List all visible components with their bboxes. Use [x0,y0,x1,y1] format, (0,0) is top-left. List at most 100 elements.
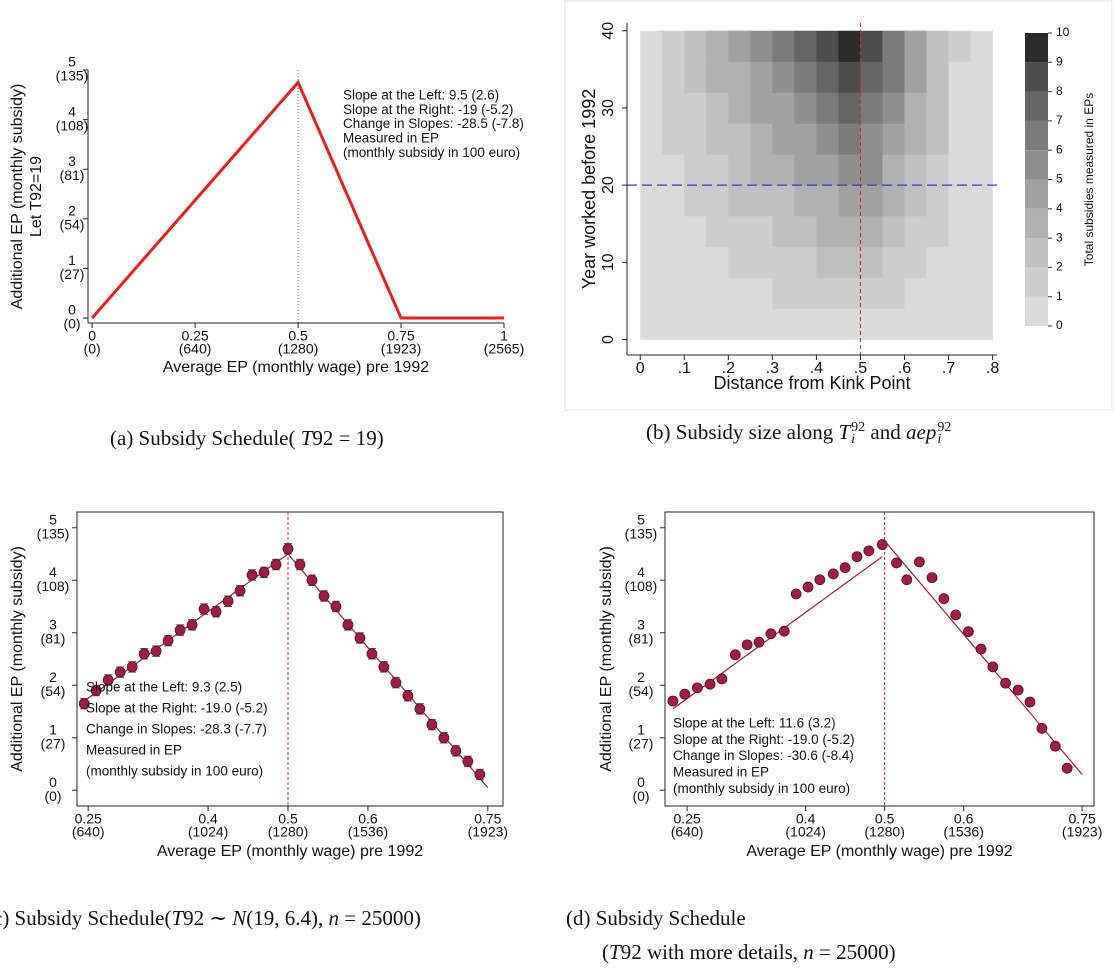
y-axis-title: Additional EP (monthly subsidy) [9,546,26,772]
contour-cell [970,154,993,186]
contour-cell [728,154,751,186]
contour-cell [882,154,905,186]
y-tick-label: 30 [600,99,617,117]
y-tick-label: 20 [600,176,617,194]
colorbar-band [1025,179,1048,209]
contour-cell [970,61,993,93]
contour-cell [640,154,663,186]
y-tick-label: 3 [49,616,57,632]
contour-cell [794,277,817,309]
contour-cell [640,123,663,155]
data-point [162,635,174,647]
y-tick-label: 0 [637,774,645,790]
contour-cell [772,216,795,248]
contour-cell [640,308,663,340]
contour-cell [816,277,839,309]
contour-cell [662,277,685,309]
contour-cell [684,246,707,279]
y-tick-label: 10 [600,253,617,271]
caption-text: 92 with more details, [620,940,798,964]
fit-line [672,556,883,710]
y-tick-note: (135) [37,525,70,541]
colorbar-label: 5 [1056,172,1063,186]
contour-cell [662,92,685,124]
contour-cell [860,216,883,248]
contour-cell [838,216,861,248]
contour-cell [904,92,927,124]
y-tick-note: (0) [63,316,80,332]
data-point [851,551,863,563]
x-tick-note: (640) [179,341,212,357]
y-tick-label: 5 [49,511,57,527]
data-point [926,572,938,584]
colorbar-label: 7 [1056,113,1063,127]
annotation: Change in Slopes: -28.5 (-7.8) [343,116,524,131]
contour-cell [904,185,927,217]
caption-text: T [300,426,313,450]
data-point [318,590,330,602]
contour-cell [772,246,795,279]
contour-cell [948,216,971,248]
y-tick-note: (81) [60,167,85,183]
y-tick-label: 4 [637,564,645,580]
contour-cell [750,185,773,217]
contour-cell [794,216,817,248]
y-axis-title: Year worked before 1992 [579,89,599,289]
contour-cell [750,61,773,93]
colorbar-label: 2 [1056,260,1063,274]
caption-text: = 25000) [819,940,896,964]
data-point [402,690,414,702]
contour-cell [926,123,949,155]
data-point [258,566,270,578]
data-point [827,568,839,580]
contour-cell [750,246,773,279]
data-point [330,601,342,612]
x-tick-label: .4 [810,360,823,377]
x-axis-title: Average EP (monthly wage) pre 1992 [157,843,423,860]
x-tick-label: 0.5 [278,811,298,827]
data-point [802,581,814,593]
data-point [150,645,162,657]
contour-cell [970,246,993,279]
x-tick-label: 0 [636,360,645,377]
x-tick-label: 0.6 [358,811,378,827]
x-tick-label: .5 [854,360,867,377]
data-point [114,666,126,678]
contour-cell [838,30,861,62]
data-point [839,562,851,574]
contour-cell [970,30,993,62]
y-tick-note: (27) [629,735,654,751]
caption-text: 92 [937,420,952,436]
caption-text: (19, 6.4), [246,906,324,930]
caption: (b) Subsidy size along T 92 i and aep 92 i [646,420,952,447]
y-tick-label: 1 [49,721,57,737]
contour-cell [860,61,883,93]
contour-cell [904,30,927,62]
contour-cell [860,154,883,186]
y-tick-label: 0 [49,774,57,790]
contour-cell [684,308,707,340]
contour-cell [882,308,905,340]
contour-cell [970,92,993,124]
contour-cell [794,308,817,340]
contour-cell [882,30,905,62]
x-tick-label: 0.5 [875,811,895,827]
annotation: Slope at the Left: 11.6 (3.2) [673,716,836,731]
panel-border [564,0,1113,411]
contour-cell [816,185,839,217]
caption-text: T [838,420,851,444]
contour-cell [794,154,817,186]
y-tick-label: 2 [49,669,57,685]
caption-text: (d) Subsidy Schedule [566,906,746,930]
x-tick-note: (1536) [348,824,388,840]
contour-cell [662,123,685,155]
data-point [765,628,777,640]
data-point [342,619,354,631]
data-point [1000,677,1011,689]
data-point [474,769,486,780]
contour-cell [728,277,751,309]
y-tick-label: 1 [68,252,76,268]
x-tick-label: .6 [898,360,911,377]
contour-cell [684,123,707,155]
y-tick-label: 5 [68,54,76,70]
